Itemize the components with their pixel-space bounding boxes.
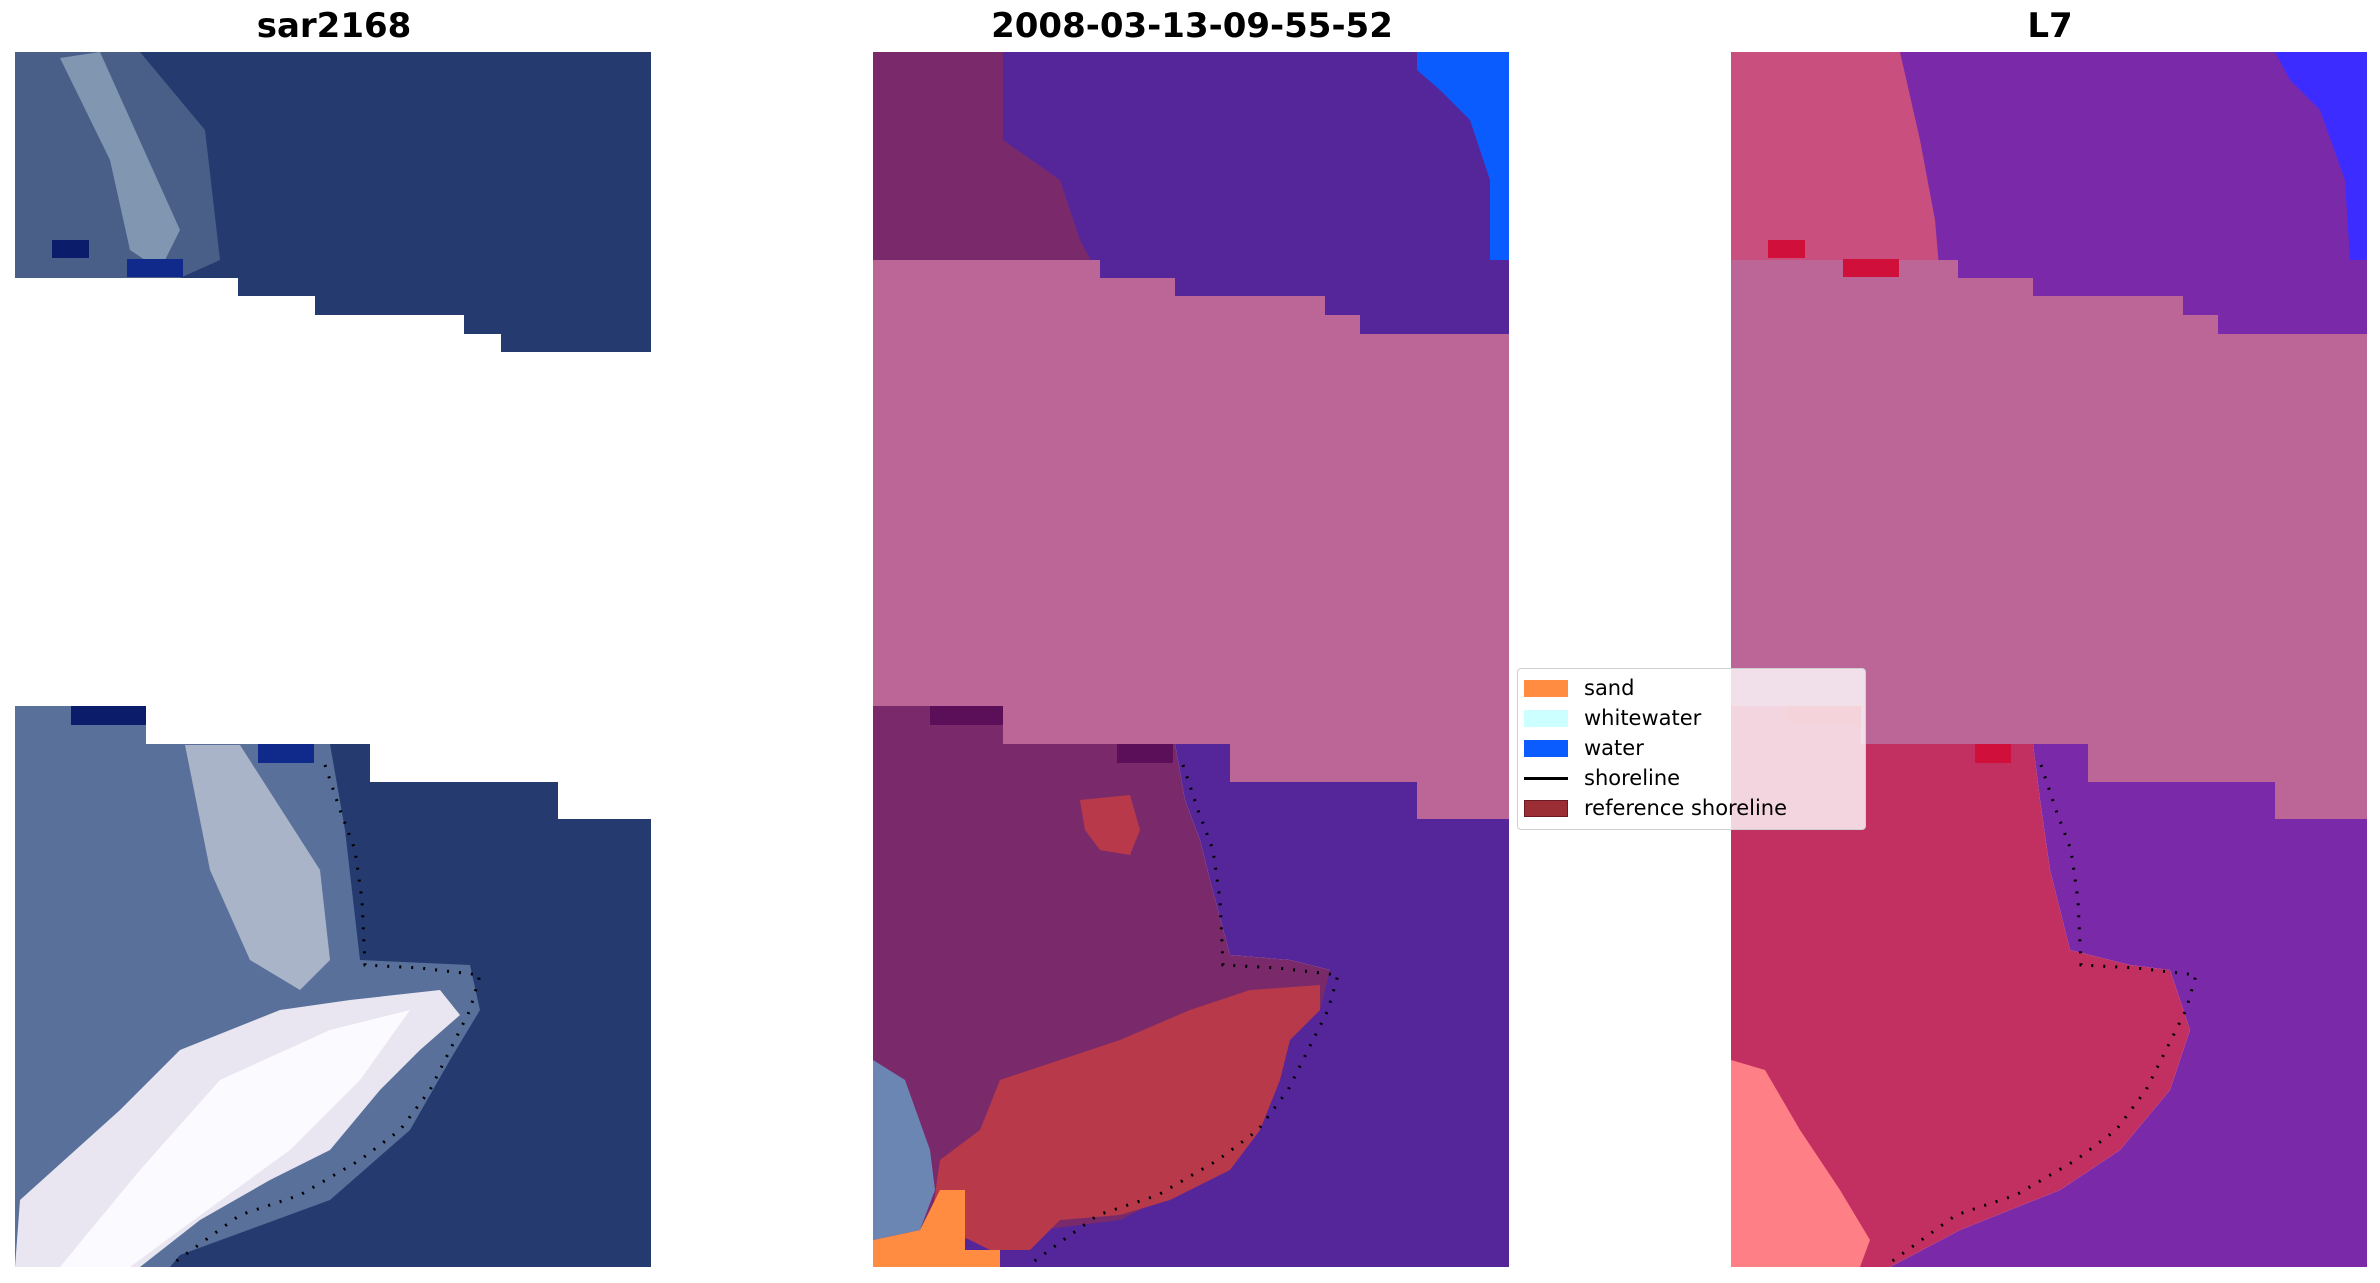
rgb-bottom-white-core: [60, 1010, 410, 1267]
rgb-top-bright: [60, 52, 180, 270]
index-bright-sand: [1731, 1060, 1870, 1267]
class-dark-pixel: [1117, 744, 1173, 763]
legend-label: shoreline: [1584, 766, 1681, 790]
rgb-bottom-dark-pixel: [71, 706, 146, 725]
class-whitewater-rgb: [873, 1060, 935, 1240]
panel-title-index: L7: [2027, 6, 2073, 46]
class-sand: [873, 1190, 1000, 1267]
rgb-top-dark-pixel: [52, 240, 89, 258]
shoreline-line-swatch: [1524, 776, 1568, 780]
legend-item-shoreline: shoreline: [1524, 763, 1680, 793]
panel-title-classification: 2008-03-13-09-55-52: [991, 6, 1393, 46]
legend-item-sand: sand: [1524, 673, 1634, 703]
index-panel: [1731, 52, 2367, 1267]
legend-label: sand: [1584, 676, 1635, 700]
water-swatch: [1524, 739, 1568, 757]
class-cloud-band: [873, 260, 1509, 819]
class-land-top: [873, 52, 1100, 278]
legend-item-water: water: [1524, 733, 1644, 763]
rgb-bottom-bright-ridge: [185, 745, 330, 990]
sand-swatch: [1524, 679, 1568, 697]
legend: sand whitewater water shoreline referenc…: [1517, 668, 1866, 830]
index-red-pixel: [1843, 259, 1899, 277]
class-water-blue-top: [1417, 52, 1509, 260]
legend-item-reference-shoreline: reference shoreline: [1524, 793, 1787, 823]
legend-label: water: [1584, 736, 1644, 760]
index-red-pixel: [1975, 744, 2011, 763]
whitewater-swatch: [1524, 709, 1568, 727]
index-water-blue-top: [2275, 52, 2367, 260]
class-dark-pixel: [930, 706, 1003, 725]
rgb-bottom-dark-pixel: [258, 744, 314, 763]
index-cloud-band: [1731, 260, 2367, 819]
legend-item-whitewater: whitewater: [1524, 703, 1701, 733]
index-land-top: [1731, 52, 1940, 278]
legend-label: whitewater: [1584, 706, 1702, 730]
panel-title-rgb: sar2168: [256, 6, 412, 46]
legend-label: reference shoreline: [1584, 796, 1788, 820]
rgb-image-panel: [15, 52, 651, 1267]
reference-shoreline-swatch: [1524, 799, 1568, 817]
class-refshore-patch: [1080, 795, 1140, 855]
classification-panel: [873, 52, 1509, 1267]
rgb-top-dark-pixel: [127, 259, 183, 277]
index-red-pixel: [1768, 240, 1805, 258]
index-water-bottom: [1890, 744, 2367, 1267]
index-land-bottom: [1731, 706, 2190, 1267]
class-refshore-region: [930, 985, 1320, 1250]
